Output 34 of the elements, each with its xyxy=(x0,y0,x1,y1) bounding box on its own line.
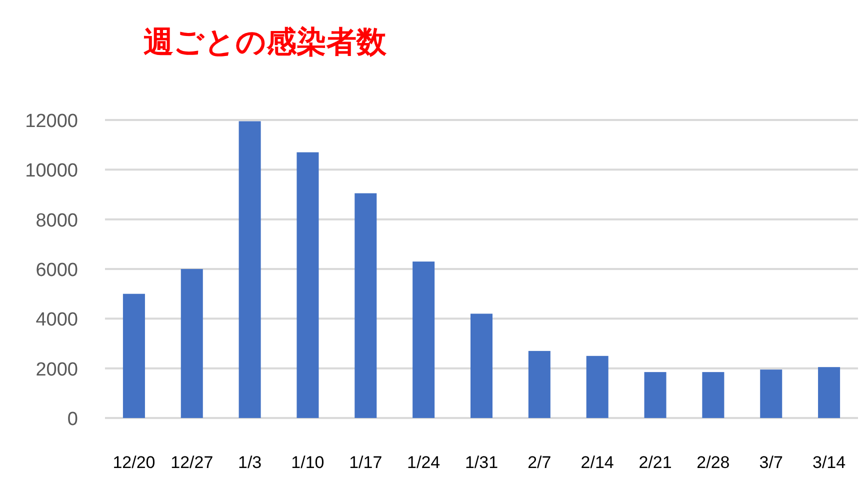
bar xyxy=(818,367,840,418)
x-tick-label: 2/14 xyxy=(580,453,614,472)
y-tick-label: 0 xyxy=(67,409,78,430)
bar xyxy=(122,294,145,418)
x-tick-label: 2/7 xyxy=(528,453,552,472)
bar xyxy=(760,370,782,418)
x-tick-label: 3/7 xyxy=(759,453,783,472)
x-tick-label: 3/14 xyxy=(812,453,846,472)
bar xyxy=(644,372,666,418)
bar xyxy=(702,372,724,418)
y-tick-label: 4000 xyxy=(36,310,78,331)
bar xyxy=(354,193,377,418)
x-tick-label: 12/20 xyxy=(112,453,156,472)
bar xyxy=(470,314,493,418)
y-tick-label: 12000 xyxy=(25,111,78,132)
y-tick-label: 2000 xyxy=(36,359,78,380)
bar xyxy=(412,262,435,418)
bar xyxy=(180,269,203,418)
y-tick-label: 10000 xyxy=(25,160,78,182)
x-tick-label: 2/28 xyxy=(696,453,730,472)
x-tick-label: 1/3 xyxy=(238,453,262,472)
x-tick-label: 1/31 xyxy=(464,453,498,472)
bar xyxy=(296,152,319,418)
x-tick-label: 12/27 xyxy=(170,453,214,472)
chart-title: 週ごとの感染者数 xyxy=(144,25,388,59)
bar xyxy=(528,350,550,418)
bar xyxy=(586,356,608,418)
x-tick-label: 1/24 xyxy=(407,453,440,472)
y-tick-label: 6000 xyxy=(36,260,78,281)
x-tick-label: 2/21 xyxy=(638,453,672,472)
x-tick-label: 1/17 xyxy=(349,453,382,472)
bar xyxy=(238,121,261,418)
x-tick-label: 1/10 xyxy=(291,453,324,472)
y-tick-label: 8000 xyxy=(36,210,78,232)
